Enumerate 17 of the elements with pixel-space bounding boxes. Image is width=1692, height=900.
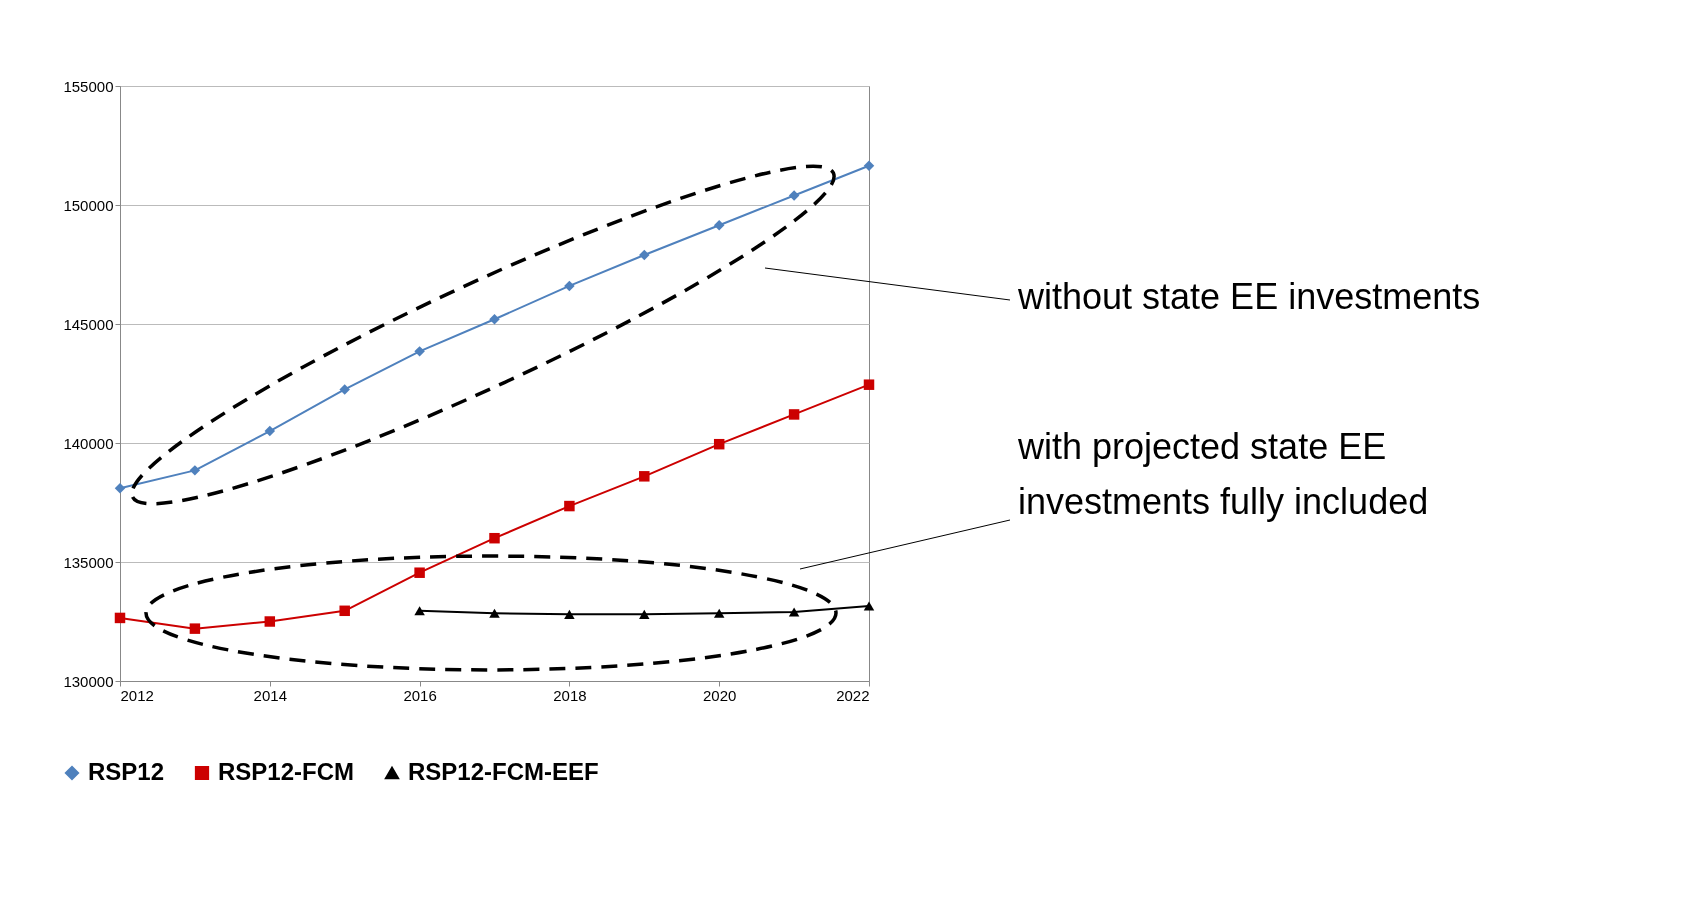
legend-label: RSP12 <box>88 758 165 785</box>
text: without state EE investments <box>1017 276 1481 317</box>
text: with projected state EE investments fully included <box>1017 426 1429 522</box>
legend-label: RSP12-FCM-EEF <box>408 758 599 785</box>
x-tick-label: 2016 <box>403 686 437 704</box>
x-tick-label: 2020 <box>703 686 737 704</box>
y-tick-label: 140000 <box>63 434 114 452</box>
y-tick-label: 135000 <box>63 553 114 571</box>
legend-label: RSP12-FCM <box>218 758 355 785</box>
x-tick-label: 2012 <box>120 686 154 704</box>
y-tick-label: 130000 <box>63 672 114 690</box>
x-tick-label: 2018 <box>553 686 587 704</box>
x-tick-label: 2022 <box>836 686 870 704</box>
y-tick-label: 150000 <box>63 196 114 214</box>
x-tick-label: 2014 <box>253 686 287 704</box>
y-tick-label: 155000 <box>63 77 114 95</box>
y-tick-label: 145000 <box>63 315 114 333</box>
